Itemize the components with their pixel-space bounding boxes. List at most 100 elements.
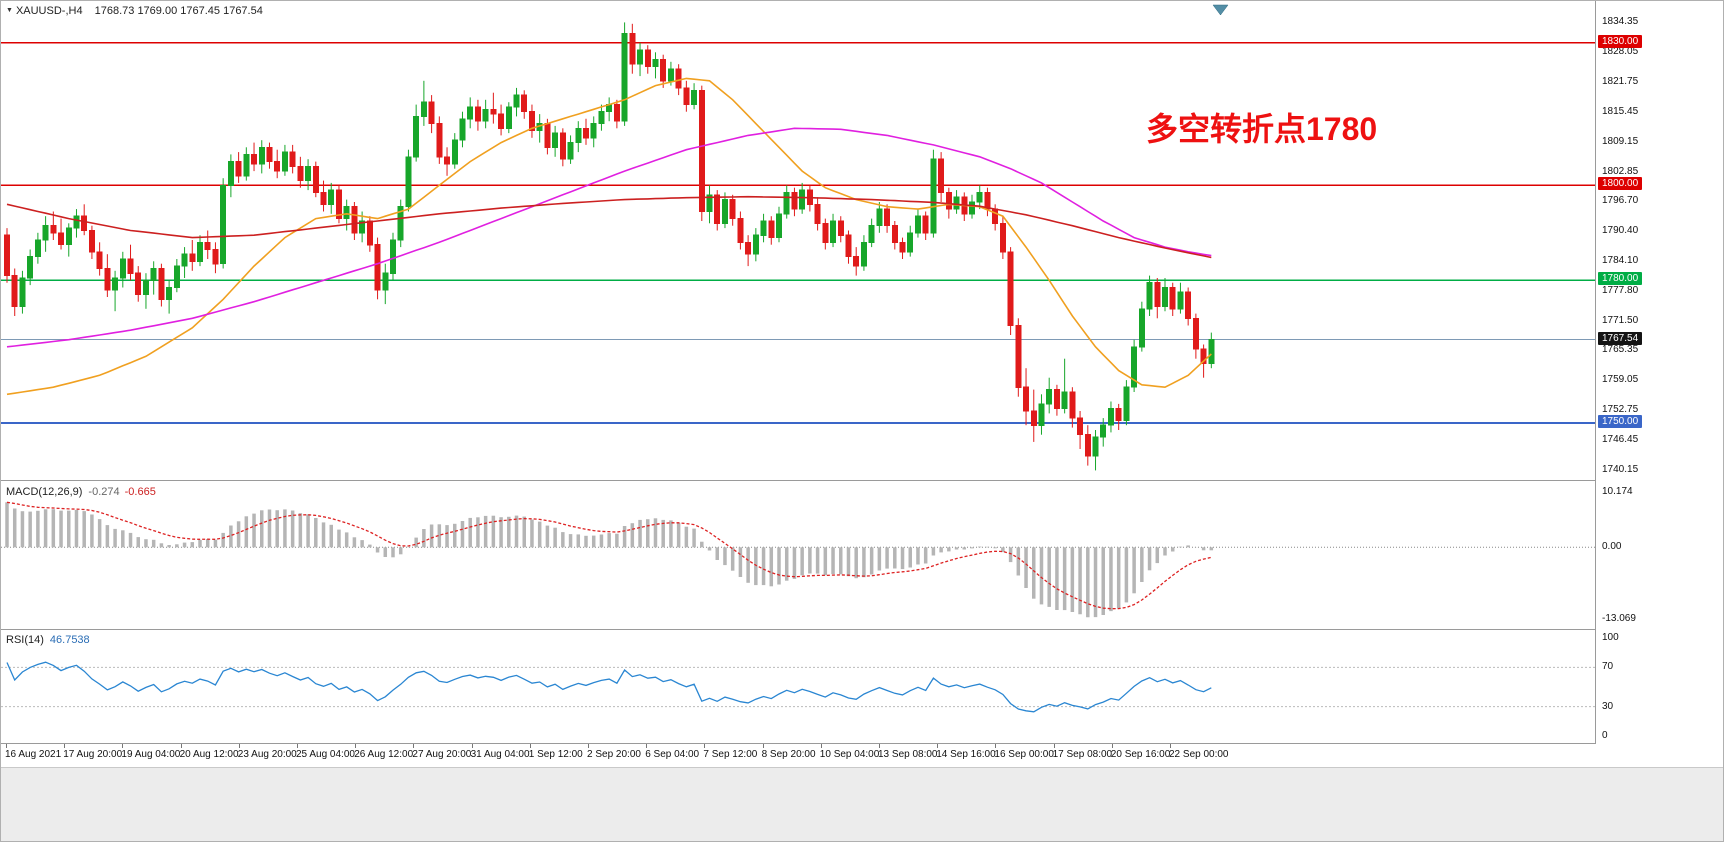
- candle-body: [698, 89, 705, 212]
- right-price-scale[interactable]: 1834.35 1828.05 1821.75 1815.45 1809.15 1802.…: [1595, 1, 1723, 744]
- candle-body: [19, 277, 26, 307]
- candle-body: [722, 199, 728, 224]
- candle-body: [436, 123, 443, 158]
- rsi-value: 46.7538: [49, 634, 90, 646]
- candle-body: [258, 146, 265, 165]
- candle-body: [853, 256, 860, 267]
- candle-body: [1169, 287, 1176, 310]
- candle-body: [413, 115, 420, 158]
- candle-body: [366, 220, 373, 246]
- time-axis-tick: [64, 744, 66, 748]
- candle-body: [1123, 386, 1130, 422]
- macd-main-value: -0.274: [88, 486, 120, 498]
- macd-scale-label: 0.00: [1602, 541, 1622, 553]
- time-axis-label: 23 Aug 20:00: [237, 749, 297, 760]
- candle-body: [1046, 389, 1053, 405]
- pane-separator[interactable]: [1, 629, 1723, 630]
- candle-body: [922, 215, 929, 234]
- time-axis-label: 20 Sep 16:00: [1110, 749, 1171, 760]
- candle-body: [714, 194, 721, 224]
- candle-body: [444, 156, 450, 165]
- rsi-indicator-pane[interactable]: [1, 631, 1595, 743]
- candle-body: [397, 206, 404, 241]
- candle-body: [1015, 325, 1022, 388]
- price-tick-label: 1759.05: [1602, 373, 1639, 385]
- candle-body: [1162, 287, 1168, 307]
- candle-body: [251, 153, 257, 165]
- candle-body: [667, 68, 674, 82]
- candle-body: [1177, 291, 1184, 310]
- time-axis-tick: [529, 744, 531, 748]
- macd-indicator-pane[interactable]: [1, 482, 1595, 629]
- price-chart-pane[interactable]: [1, 1, 1595, 480]
- candle-body: [1100, 424, 1107, 438]
- ma-mid-magenta: [6, 127, 1212, 348]
- time-axis-label: 26 Aug 12:00: [354, 749, 414, 760]
- candle-body: [73, 215, 80, 229]
- candle-body: [583, 127, 589, 139]
- candle-body: [598, 111, 605, 125]
- time-axis-tick: [297, 744, 298, 748]
- rsi-scale-label: 70: [1602, 661, 1614, 673]
- price-tick-label: 1746.45: [1602, 433, 1639, 445]
- candle-body: [768, 220, 775, 239]
- candle-body: [166, 287, 173, 300]
- time-axis-tick: [1111, 744, 1113, 748]
- candle-body: [343, 206, 350, 220]
- price-tick-label: 1809.15: [1602, 135, 1639, 147]
- time-axis-tick: [995, 744, 997, 748]
- candle-body: [289, 151, 296, 167]
- chart-shift-marker-icon[interactable]: [1212, 4, 1229, 16]
- candle-body: [312, 165, 319, 193]
- candle-body: [1208, 339, 1215, 365]
- candle-body: [351, 206, 358, 234]
- candle-body: [1077, 417, 1084, 436]
- time-axis-tick: [646, 744, 648, 748]
- candle-body: [1084, 434, 1091, 457]
- candle-body: [274, 161, 281, 172]
- candle-body: [660, 58, 667, 82]
- candle-body: [745, 241, 752, 255]
- candle-body: [181, 253, 188, 267]
- time-axis-tick: [6, 744, 7, 748]
- pane-separator[interactable]: [1, 480, 1723, 481]
- candle-body: [706, 194, 713, 212]
- candle-body: [529, 111, 535, 132]
- time-axis-tick: [937, 744, 939, 748]
- macd-label: MACD(12,26,9) -0.274 -0.665: [6, 486, 156, 498]
- symbol-timeframe-label: XAUUSD-,H4: [15, 5, 83, 17]
- candle-body: [1146, 282, 1153, 310]
- candle-body: [266, 146, 273, 163]
- candle-body: [1023, 386, 1029, 412]
- candle-body: [613, 104, 620, 122]
- time-axis-tick: [1053, 744, 1055, 748]
- candle-body: [81, 215, 88, 231]
- price-level-tag: 1800.00: [1598, 177, 1643, 191]
- candle-body: [915, 215, 921, 234]
- time-axis-label: 17 Aug 20:00: [63, 749, 123, 760]
- candle-body: [382, 272, 389, 291]
- candle-body: [305, 165, 312, 182]
- candle-body: [328, 189, 335, 205]
- time-axis-label: 1 Sep 12:00: [528, 749, 583, 760]
- time-axis-tick: [180, 744, 182, 748]
- time-axis-label: 14 Sep 16:00: [936, 749, 996, 760]
- candle-body: [544, 123, 551, 148]
- candle-body: [1038, 403, 1045, 426]
- ohlc-values: 1768.73 1769.00 1767.45 1767.54: [94, 5, 263, 17]
- price-tick-label: 1777.80: [1602, 284, 1639, 296]
- candle-body: [567, 142, 574, 160]
- candle-body: [999, 222, 1006, 253]
- candle-body: [1108, 408, 1114, 426]
- candle-body: [505, 106, 512, 129]
- time-axis-label: 6 Sep 04:00: [645, 749, 700, 760]
- candle-body: [374, 244, 381, 291]
- time-axis-tick: [471, 744, 473, 748]
- time-axis-label: 10 Sep 04:00: [819, 749, 880, 760]
- candle-body: [1138, 308, 1145, 348]
- time-axis[interactable]: 16 Aug 2021 17 Aug 20:00 19 Aug 04:00 20 Au…: [1, 744, 1723, 767]
- candle-body: [498, 113, 505, 129]
- candle-body: [791, 191, 798, 210]
- price-tick-label: 1740.15: [1602, 463, 1639, 475]
- candle-body: [1192, 317, 1199, 350]
